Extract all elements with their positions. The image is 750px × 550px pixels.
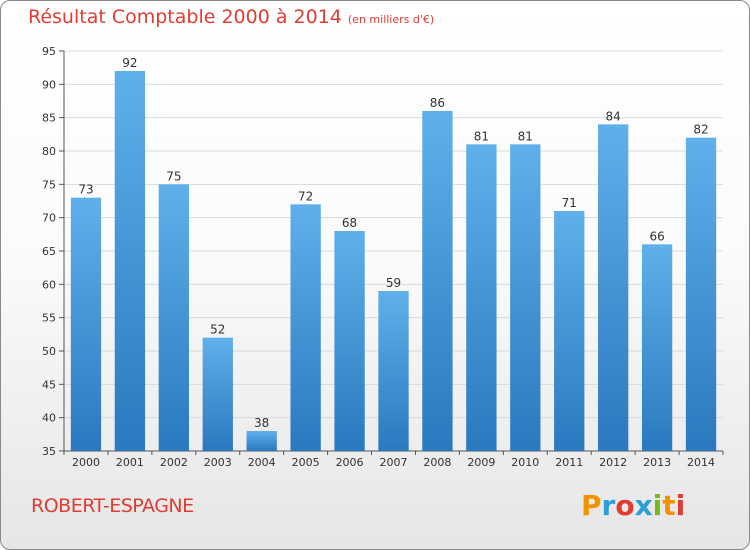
x-tick-label-2001: 2001 <box>116 456 144 469</box>
data-label-2009: 81 <box>474 129 489 143</box>
x-tick-label-2012: 2012 <box>599 456 627 469</box>
bar-2002 <box>158 184 189 452</box>
y-tick-label: 95 <box>42 45 56 58</box>
logo-letter: P <box>581 489 602 522</box>
axes: 35 40 45 50 55 60 65 70 75 80 85 90 95 2000 2001 2002 20… <box>42 45 724 469</box>
data-label-2005: 72 <box>298 189 313 203</box>
commune-name: ROBERT-ESPAGNE <box>31 495 194 517</box>
x-tick-label-2008: 2008 <box>423 456 451 469</box>
x-tick-label-2010: 2010 <box>511 456 539 469</box>
bar-2001 <box>114 71 146 451</box>
logo-letter: t <box>662 489 676 522</box>
proxiti-logo: Proxiti <box>581 489 685 522</box>
y-tick-label: 45 <box>42 378 56 391</box>
data-label-2004: 38 <box>254 416 269 430</box>
y-tick-label: 85 <box>42 112 56 125</box>
x-tick-label-2003: 2003 <box>204 456 232 469</box>
y-tick-label: 65 <box>42 245 56 258</box>
data-label-2013: 66 <box>649 229 664 243</box>
bar-2010 <box>510 144 541 452</box>
logo-letter: x <box>634 489 653 522</box>
y-tick-label: 50 <box>42 345 56 358</box>
y-tick-label: 55 <box>42 312 56 325</box>
x-tick-label-2007: 2007 <box>380 456 408 469</box>
data-label-2011: 71 <box>562 196 577 210</box>
bar-2011 <box>554 211 585 451</box>
bar-2006 <box>334 231 365 451</box>
bar-2012 <box>598 124 629 451</box>
bars <box>70 71 717 452</box>
data-label-2000: 73 <box>78 183 93 197</box>
bar-2014 <box>685 137 717 451</box>
x-tick-label-2011: 2011 <box>555 456 583 469</box>
data-label-2003: 52 <box>210 323 225 337</box>
bar-2005 <box>290 204 321 451</box>
bar-2013 <box>641 244 673 451</box>
x-tick-label-2005: 2005 <box>292 456 320 469</box>
bar-2009 <box>466 144 497 452</box>
data-label-2006: 68 <box>342 216 357 230</box>
x-tick-label-2013: 2013 <box>643 456 671 469</box>
x-tick-label-2004: 2004 <box>248 456 276 469</box>
y-tick-label: 80 <box>42 145 56 158</box>
logo-letter: i <box>652 489 663 522</box>
bar-2000 <box>70 197 102 451</box>
y-tick-label: 40 <box>42 412 56 425</box>
y-tick-label: 60 <box>42 278 56 291</box>
y-tick-label: 75 <box>42 178 56 191</box>
data-label-2010: 81 <box>518 129 533 143</box>
x-tick-label-2006: 2006 <box>336 456 364 469</box>
bar-2008 <box>422 111 453 451</box>
chart-title-text: Résultat Comptable 2000 à 2014 <box>28 6 342 28</box>
logo-letter: r <box>601 489 616 522</box>
data-label-2001: 92 <box>122 56 137 70</box>
data-label-2002: 75 <box>166 169 181 183</box>
logo-letter: i <box>675 489 686 522</box>
y-tick-label: 90 <box>42 78 56 91</box>
bar-2003 <box>202 337 233 451</box>
data-label-2007: 59 <box>386 276 401 290</box>
logo-letter: o <box>615 489 635 522</box>
bar-2004 <box>246 431 277 451</box>
data-label-2008: 86 <box>430 96 445 110</box>
x-tick-label-2009: 2009 <box>467 456 495 469</box>
labels: 73 92 75 52 38 72 68 59 86 81 81 71 84 66 82 <box>78 56 708 430</box>
chart-title: Résultat Comptable 2000 à 2014 (en millie… <box>28 6 434 28</box>
x-tick-label-2000: 2000 <box>72 456 100 469</box>
y-tick-label: 70 <box>42 212 56 225</box>
chart-subtitle: (en milliers d'€) <box>347 13 435 26</box>
x-tick-label-2002: 2002 <box>160 456 188 469</box>
data-label-2014: 82 <box>693 123 708 137</box>
y-tick-label: 35 <box>42 445 56 458</box>
x-tick-label-2014: 2014 <box>687 456 715 469</box>
bar-2007 <box>378 291 409 451</box>
data-label-2012: 84 <box>606 109 621 123</box>
